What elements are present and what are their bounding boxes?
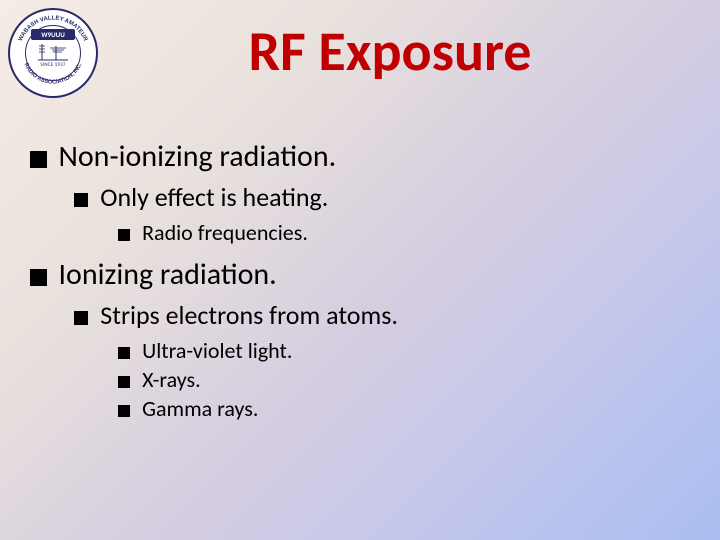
bullet-list-lvl3: Ultra-violet light. X-rays. Gamma rays.: [118, 337, 700, 422]
bullet-list-lvl3: Radio frequencies.: [118, 219, 700, 246]
list-item: Strips electrons from atoms. Ultra-viole…: [74, 299, 700, 422]
list-item: Only effect is heating. Radio frequencie…: [74, 181, 700, 246]
square-bullet-icon: [118, 376, 130, 388]
bullet-text: Only effect is heating.: [100, 181, 328, 213]
bullet-text: Non-ionizing radiation.: [59, 138, 337, 175]
square-bullet-icon: [74, 311, 88, 325]
bullet-text: Ionizing radiation.: [59, 256, 277, 293]
square-bullet-icon: [30, 151, 47, 168]
bullet-list-lvl2: Only effect is heating. Radio frequencie…: [74, 181, 700, 246]
slide-title: RF Exposure: [0, 18, 720, 86]
bullet-text: X-rays.: [142, 366, 201, 393]
list-item: Non-ionizing radiation. Only effect is h…: [30, 138, 700, 246]
bullet-text: Gamma rays.: [142, 395, 258, 422]
square-bullet-icon: [118, 229, 130, 241]
bullet-text: Radio frequencies.: [142, 219, 308, 246]
list-item: Radio frequencies.: [118, 219, 700, 246]
bullet-list-lvl1: Non-ionizing radiation. Only effect is h…: [30, 138, 700, 422]
square-bullet-icon: [118, 405, 130, 417]
bullet-text: Strips electrons from atoms.: [100, 299, 398, 331]
bullet-text: Ultra-violet light.: [142, 337, 292, 364]
square-bullet-icon: [118, 347, 130, 359]
slide-content: Non-ionizing radiation. Only effect is h…: [30, 138, 700, 432]
square-bullet-icon: [30, 269, 47, 286]
list-item: Ionizing radiation. Strips electrons fro…: [30, 256, 700, 422]
list-item: Ultra-violet light.: [118, 337, 700, 364]
list-item: X-rays.: [118, 366, 700, 393]
list-item: Gamma rays.: [118, 395, 700, 422]
bullet-list-lvl2: Strips electrons from atoms. Ultra-viole…: [74, 299, 700, 422]
square-bullet-icon: [74, 193, 88, 207]
